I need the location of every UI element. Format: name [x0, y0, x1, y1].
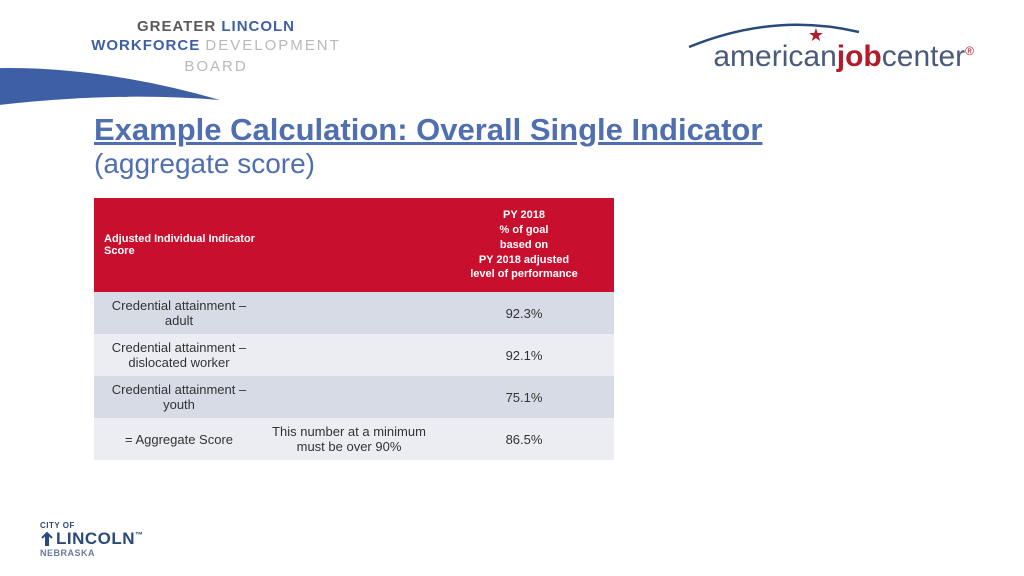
table-header-col3: PY 2018% of goalbased onPY 2018 adjusted… — [434, 198, 614, 292]
glw-line1: GREATER LINCOLN — [46, 18, 386, 35]
table-row: = Aggregate Score This number at a minim… — [94, 418, 614, 460]
row-value: 92.3% — [434, 292, 614, 334]
table-header-row: Adjusted Individual Indicator Score PY 2… — [94, 198, 614, 292]
table-row: Credential attainment – youth 75.1% — [94, 376, 614, 418]
page-subtitle: (aggregate score) — [94, 148, 762, 180]
row-value: 75.1% — [434, 376, 614, 418]
table-header-col1: Adjusted Individual Indicator Score — [94, 198, 264, 292]
ajc-american: american — [713, 40, 836, 73]
row-note — [264, 334, 434, 376]
glw-workforce: WORKFORCE — [91, 37, 205, 54]
row-value: 86.5% — [434, 418, 614, 460]
ajc-center: center — [882, 40, 965, 73]
logo-city-of-lincoln: CITY OF LINCOLN™ NEBRASKA — [40, 521, 144, 558]
row-note — [264, 292, 434, 334]
logo-american-job-center: americanjobcenter® — [713, 40, 974, 74]
row-label: = Aggregate Score — [94, 418, 264, 460]
table-row: Credential attainment – adult 92.3% — [94, 292, 614, 334]
glw-line2: WORKFORCE DEVELOPMENT — [46, 37, 386, 55]
glw-board: BOARD — [46, 58, 386, 75]
glw-greater: GREATER — [137, 18, 221, 35]
row-note: This number at a minimum must be over 90… — [264, 418, 434, 460]
row-note — [264, 376, 434, 418]
glw-development: DEVELOPMENT — [205, 37, 340, 54]
row-label: Credential attainment – adult — [94, 292, 264, 334]
glw-lincoln: LINCOLN — [221, 18, 295, 35]
indicator-score-table: Adjusted Individual Indicator Score PY 2… — [94, 198, 614, 460]
table-row: Credential attainment – dislocated worke… — [94, 334, 614, 376]
lincoln-mark-icon — [40, 532, 54, 548]
table-header-col2 — [264, 198, 434, 292]
lincoln-name: LINCOLN — [56, 529, 135, 548]
row-label: Credential attainment – youth — [94, 376, 264, 418]
ajc-job: job — [837, 40, 882, 73]
ajc-registered-icon: ® — [965, 44, 974, 58]
lincoln-nebraska: NEBRASKA — [40, 548, 144, 558]
row-value: 92.1% — [434, 334, 614, 376]
title-block: Example Calculation: Overall Single Indi… — [94, 112, 762, 180]
lincoln-tm: ™ — [135, 531, 144, 540]
page-title: Example Calculation: Overall Single Indi… — [94, 112, 762, 148]
lincoln-name-line: LINCOLN™ — [40, 530, 144, 548]
row-label: Credential attainment – dislocated worke… — [94, 334, 264, 376]
logo-greater-lincoln-workforce: GREATER LINCOLN WORKFORCE DEVELOPMENT BO… — [46, 18, 386, 75]
